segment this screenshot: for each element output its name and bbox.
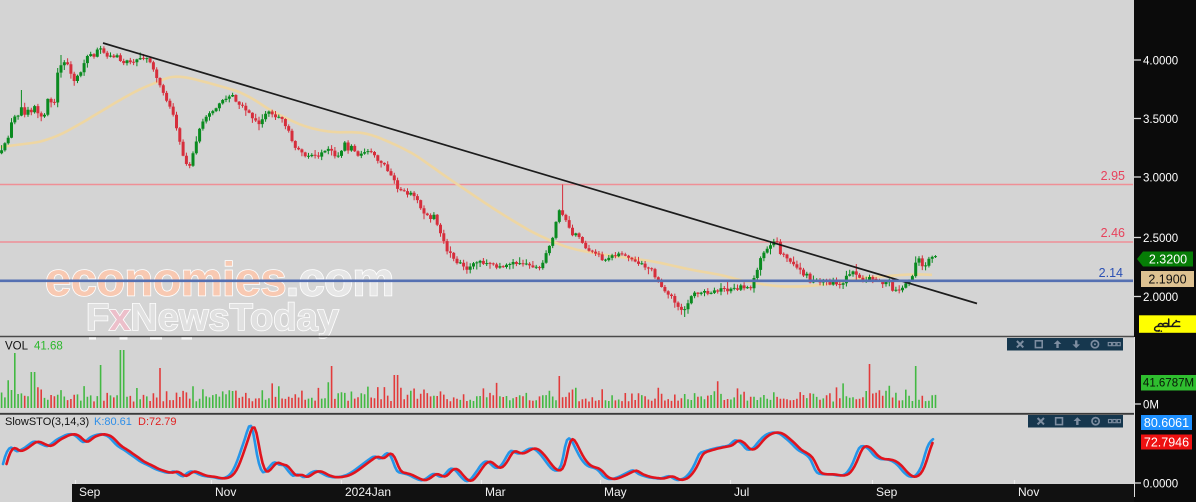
svg-text:0.0000: 0.0000 [1143,479,1178,491]
svg-text:economies.com: economies.com [45,253,394,306]
svg-text:41.68: 41.68 [34,341,63,353]
svg-text:2.95: 2.95 [1101,169,1125,183]
svg-text:0M: 0M [1143,400,1159,412]
svg-text:41.6787M: 41.6787M [1143,378,1194,390]
svg-text:K:80.61: K:80.61 [94,416,132,428]
svg-text:2.1900: 2.1900 [1148,273,1186,287]
svg-text:Nov: Nov [215,485,236,499]
svg-text:Nov: Nov [1018,485,1039,499]
svg-text:Sep: Sep [79,485,101,499]
svg-text:May: May [604,485,627,499]
svg-text:4.0000: 4.0000 [1143,56,1178,68]
svg-text:3.5000: 3.5000 [1143,114,1178,126]
svg-text:2024Jan: 2024Jan [345,485,391,499]
svg-text:2.5000: 2.5000 [1143,233,1178,245]
svg-text:80.6061: 80.6061 [1144,416,1189,430]
svg-text:Mar: Mar [485,485,506,499]
svg-text:2.0000: 2.0000 [1143,292,1178,304]
svg-text:SlowSTO(3,14,3): SlowSTO(3,14,3) [5,416,89,428]
svg-text:Jul: Jul [734,485,749,499]
svg-text:2.46: 2.46 [1101,226,1125,240]
svg-text:2.3200: 2.3200 [1149,253,1187,267]
svg-text:FxNewsToday: FxNewsToday [86,297,339,339]
svg-text:3.0000: 3.0000 [1143,173,1178,185]
svg-text:VOL: VOL [5,341,29,353]
svg-text:72.7946: 72.7946 [1144,436,1189,450]
svg-text:Sep: Sep [876,485,898,499]
svg-text:D:72.79: D:72.79 [138,416,177,428]
svg-text:2.14: 2.14 [1099,266,1123,280]
